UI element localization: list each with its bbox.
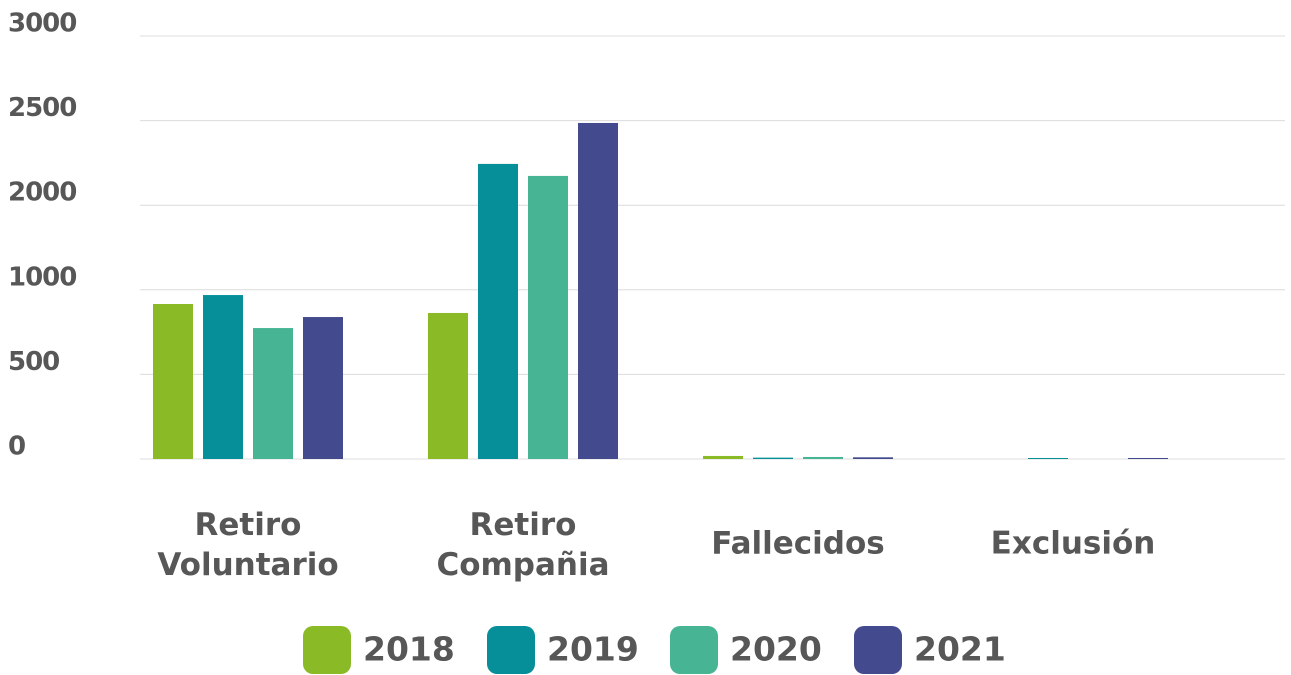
bar (478, 163, 518, 459)
bar (1028, 457, 1068, 459)
legend-swatch (487, 626, 535, 674)
legend-label: 2018 (363, 630, 455, 669)
bar (203, 295, 243, 459)
legend-swatch (854, 626, 902, 674)
bar (428, 312, 468, 459)
bar (528, 175, 568, 459)
bar (703, 455, 743, 459)
y-tick-label: 2000 (8, 178, 76, 208)
bar (1128, 457, 1168, 459)
legend-swatch (303, 626, 351, 674)
y-tick-label: 2500 (8, 93, 76, 123)
x-tick-label: Fallecidos (711, 526, 885, 562)
legend-label: 2021 (914, 630, 1006, 669)
x-tick-label: Retiro Voluntario (157, 507, 338, 583)
bar (753, 457, 793, 459)
bar (578, 122, 618, 459)
bar (803, 456, 843, 459)
legend-label: 2019 (547, 630, 639, 669)
bar (253, 328, 293, 459)
bar (303, 317, 343, 459)
legend-label: 2020 (730, 630, 822, 669)
y-tick-label: 0 (8, 432, 25, 462)
x-tick-label: Exclusión (991, 526, 1156, 562)
y-tick-label: 500 (8, 347, 59, 377)
y-tick-label: 1000 (8, 262, 76, 292)
legend-swatch (670, 626, 718, 674)
bar (153, 304, 193, 459)
x-tick-label: Retiro Compañia (436, 507, 609, 583)
bar (853, 457, 893, 459)
y-tick-label: 3000 (8, 9, 76, 39)
